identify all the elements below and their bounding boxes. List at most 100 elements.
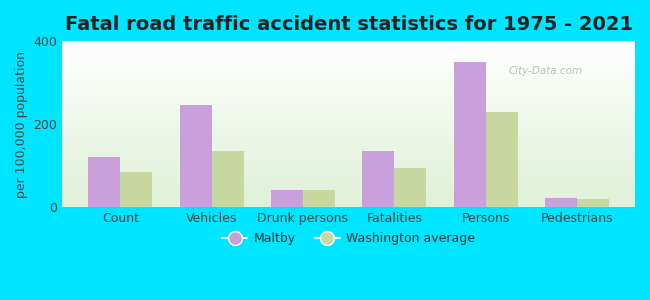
Bar [62, 88, 635, 89]
Bar [62, 52, 635, 53]
Bar [62, 178, 635, 179]
Bar [62, 162, 635, 163]
Bar [62, 205, 635, 206]
Bar [62, 129, 635, 130]
Bar [62, 168, 635, 169]
Bar [62, 66, 635, 67]
Bar [62, 183, 635, 184]
Bar [62, 104, 635, 105]
Bar [62, 170, 635, 171]
Bar [62, 76, 635, 77]
Bar [62, 54, 635, 55]
Bar [62, 111, 635, 112]
Bar [62, 203, 635, 204]
Bar [303, 190, 335, 207]
Bar [62, 123, 635, 124]
Bar [62, 99, 635, 100]
Bar [62, 137, 635, 138]
Bar [395, 168, 426, 207]
Bar [62, 197, 635, 198]
Bar [62, 186, 635, 187]
Bar [62, 93, 635, 94]
Bar [62, 69, 635, 70]
Bar [62, 155, 635, 156]
Title: Fatal road traffic accident statistics for 1975 - 2021: Fatal road traffic accident statistics f… [64, 15, 632, 34]
Bar [212, 151, 244, 207]
Bar [62, 101, 635, 102]
Bar [62, 102, 635, 103]
Bar [62, 202, 635, 203]
Bar [62, 41, 635, 42]
Bar [62, 194, 635, 195]
Bar [62, 113, 635, 114]
Bar [62, 156, 635, 157]
Bar [62, 163, 635, 164]
Bar [62, 134, 635, 135]
Bar [62, 43, 635, 44]
Bar [62, 65, 635, 66]
Bar [62, 139, 635, 140]
Bar [62, 46, 635, 47]
Bar [545, 198, 577, 207]
Bar [62, 114, 635, 115]
Bar [62, 44, 635, 45]
Bar [486, 112, 517, 207]
Bar [62, 160, 635, 161]
Bar [62, 45, 635, 46]
Bar [62, 177, 635, 178]
Bar [62, 146, 635, 147]
Bar [62, 158, 635, 159]
Bar [62, 160, 635, 161]
Bar [62, 145, 635, 146]
Bar [62, 127, 635, 128]
Bar [62, 50, 635, 51]
Bar [62, 58, 635, 59]
Bar [62, 171, 635, 172]
Bar [62, 201, 635, 202]
Bar [62, 179, 635, 180]
Bar [62, 161, 635, 162]
Bar [62, 57, 635, 58]
Bar [454, 62, 486, 207]
Bar [62, 84, 635, 85]
Bar [62, 107, 635, 108]
Bar [62, 81, 635, 82]
Bar [62, 190, 635, 191]
Bar [62, 184, 635, 185]
Bar [62, 140, 635, 141]
Bar [62, 64, 635, 65]
Bar [62, 198, 635, 199]
Bar [62, 87, 635, 88]
Bar [62, 150, 635, 151]
Bar [62, 49, 635, 50]
Bar [62, 148, 635, 149]
Bar [62, 103, 635, 104]
Bar [62, 100, 635, 101]
Bar [62, 94, 635, 95]
Bar [62, 154, 635, 155]
Bar [62, 143, 635, 144]
Bar [62, 141, 635, 142]
Bar [62, 117, 635, 118]
Bar [62, 62, 635, 63]
Bar [62, 59, 635, 60]
Bar [62, 56, 635, 57]
Bar [62, 42, 635, 43]
Bar [62, 173, 635, 174]
Bar [62, 110, 635, 111]
Bar [62, 182, 635, 183]
Bar [62, 193, 635, 194]
Bar [62, 68, 635, 69]
Bar [88, 157, 120, 207]
Bar [62, 92, 635, 93]
Bar [62, 108, 635, 109]
Bar [62, 175, 635, 176]
Bar [62, 109, 635, 110]
Bar [62, 98, 635, 99]
Bar [62, 83, 635, 84]
Bar [62, 192, 635, 193]
Bar [62, 195, 635, 196]
Bar [62, 188, 635, 189]
Bar [577, 199, 609, 207]
Bar [62, 118, 635, 119]
